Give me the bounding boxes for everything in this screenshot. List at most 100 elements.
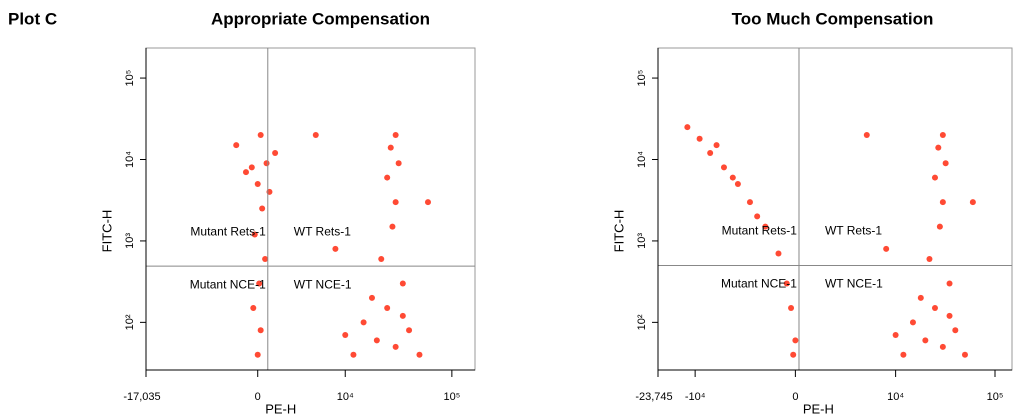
x-tick-label: -23,745 bbox=[635, 391, 672, 403]
point bbox=[263, 160, 270, 167]
point bbox=[883, 245, 890, 252]
point bbox=[373, 337, 380, 344]
point bbox=[384, 174, 391, 181]
point bbox=[350, 351, 357, 358]
point bbox=[909, 319, 916, 326]
y-tick-label: 10⁴ bbox=[636, 151, 648, 168]
x-tick-label: 10⁴ bbox=[337, 391, 354, 403]
point bbox=[961, 351, 968, 358]
figure-title: Plot C bbox=[8, 9, 57, 28]
point bbox=[762, 223, 769, 230]
plot-frame bbox=[145, 47, 476, 371]
x-tick-label: 10⁵ bbox=[443, 391, 460, 403]
y-tick-label: 10³ bbox=[636, 233, 648, 249]
point bbox=[272, 150, 279, 157]
point bbox=[931, 305, 938, 312]
point bbox=[392, 343, 399, 350]
y-tick-label: 10⁴ bbox=[124, 151, 136, 168]
point bbox=[936, 223, 943, 230]
point bbox=[863, 131, 870, 138]
point bbox=[250, 305, 257, 312]
point bbox=[332, 245, 339, 252]
point bbox=[792, 337, 799, 344]
point bbox=[389, 223, 396, 230]
point bbox=[392, 131, 399, 138]
point bbox=[368, 294, 375, 301]
point bbox=[254, 181, 261, 188]
point bbox=[384, 305, 391, 312]
quadrant-label: WT Rets-1 bbox=[294, 224, 351, 238]
point bbox=[946, 280, 953, 287]
point bbox=[892, 331, 899, 338]
point bbox=[969, 199, 976, 206]
y-tick-label: 10³ bbox=[124, 233, 136, 249]
point bbox=[926, 255, 933, 262]
point bbox=[788, 305, 795, 312]
point bbox=[939, 199, 946, 206]
point bbox=[248, 164, 255, 171]
x-tick-label: -17,035 bbox=[123, 391, 160, 403]
point bbox=[734, 181, 741, 188]
point bbox=[342, 331, 349, 338]
point bbox=[378, 255, 385, 262]
point bbox=[399, 312, 406, 319]
point bbox=[312, 131, 319, 138]
point bbox=[754, 213, 761, 220]
point bbox=[395, 160, 402, 167]
point bbox=[720, 164, 727, 171]
point bbox=[259, 205, 266, 212]
chart-title: Appropriate Compensation bbox=[211, 9, 430, 28]
chart-title: Too Much Compensation bbox=[732, 9, 934, 28]
x-tick-label: 0 bbox=[792, 391, 798, 403]
point bbox=[242, 169, 249, 176]
point bbox=[262, 255, 269, 262]
quadrant-label: Mutant NCE-1 bbox=[721, 277, 797, 291]
point bbox=[256, 280, 263, 287]
point bbox=[684, 124, 691, 131]
quadrant-label: WT NCE-1 bbox=[294, 277, 352, 291]
y-tick-label: 10⁵ bbox=[636, 70, 648, 87]
point bbox=[360, 319, 367, 326]
point bbox=[399, 280, 406, 287]
point bbox=[257, 327, 264, 334]
x-axis-label: PE-H bbox=[803, 401, 834, 416]
point bbox=[713, 142, 720, 149]
point bbox=[233, 142, 240, 149]
point bbox=[257, 131, 264, 138]
quadrant-label: WT Rets-1 bbox=[825, 224, 882, 238]
x-tick-label: 10⁵ bbox=[987, 391, 1004, 403]
point bbox=[935, 144, 942, 151]
point bbox=[696, 135, 703, 142]
y-tick-label: 10² bbox=[124, 314, 136, 330]
y-tick-label: 10⁵ bbox=[124, 70, 136, 87]
y-tick-label: 10² bbox=[636, 314, 648, 330]
point bbox=[900, 351, 907, 358]
point bbox=[952, 327, 959, 334]
point bbox=[416, 351, 423, 358]
point bbox=[251, 231, 258, 238]
y-axis-label: FITC-H bbox=[99, 210, 114, 253]
point bbox=[387, 144, 394, 151]
point bbox=[729, 174, 736, 181]
x-axis-label: PE-H bbox=[265, 401, 296, 416]
point bbox=[783, 280, 790, 287]
x-tick-label: 0 bbox=[255, 391, 261, 403]
quadrant-label: Mutant NCE-1 bbox=[190, 277, 266, 291]
plot-frame bbox=[657, 47, 1013, 371]
point bbox=[790, 351, 797, 358]
quadrant-label: Mutant Rets-1 bbox=[190, 224, 266, 238]
point bbox=[254, 351, 261, 358]
x-tick-label: 10⁴ bbox=[887, 391, 904, 403]
point bbox=[931, 174, 938, 181]
point bbox=[406, 327, 413, 334]
quadrant-label: WT NCE-1 bbox=[825, 277, 883, 291]
x-tick-label: -10⁴ bbox=[685, 391, 706, 403]
point bbox=[942, 160, 949, 167]
point bbox=[946, 312, 953, 319]
point bbox=[424, 199, 431, 206]
point bbox=[917, 294, 924, 301]
point bbox=[939, 343, 946, 350]
point bbox=[775, 250, 782, 257]
point bbox=[392, 199, 399, 206]
